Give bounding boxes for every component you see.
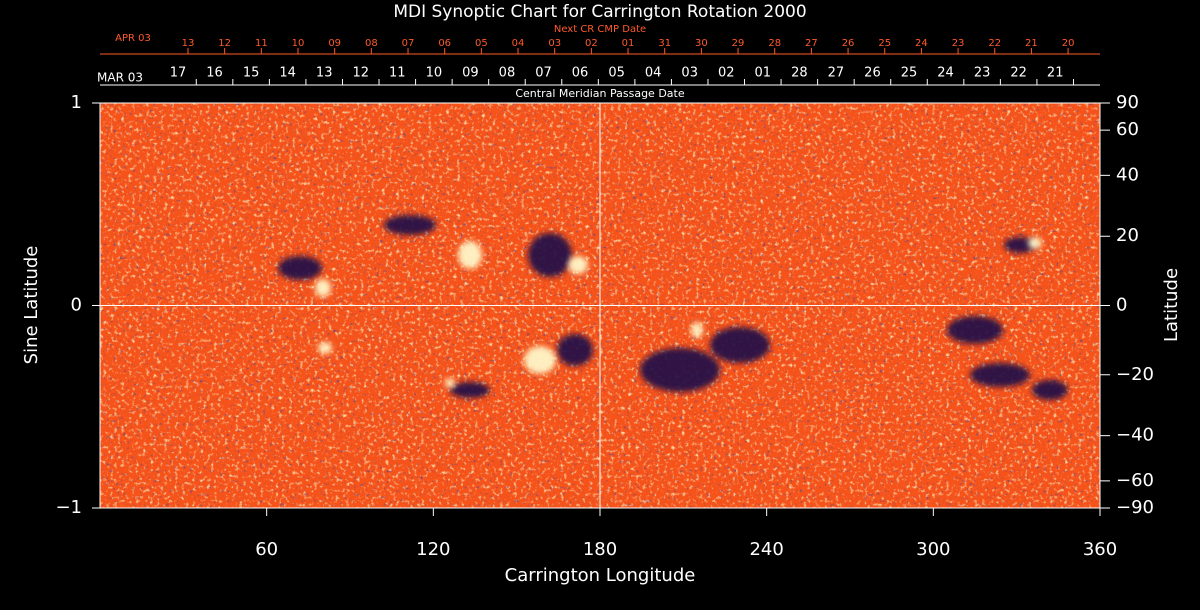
top-axis-label: Central Meridian Passage Date <box>515 87 684 100</box>
y2-tick-label: −90 <box>1116 497 1154 518</box>
top-axis2-tick-label: 04 <box>512 38 525 49</box>
top-axis2-tick-label: 29 <box>732 38 745 49</box>
top-axis2-tick-label: 11 <box>255 38 268 49</box>
top-axis-tick-label: 08 <box>499 66 516 81</box>
top-axis2-tick-label: 01 <box>622 38 635 49</box>
top-axis2-tick-label: 25 <box>878 38 891 49</box>
top-axis2-tick-label: 12 <box>218 38 231 49</box>
x-tick-label: 360 <box>1083 539 1117 560</box>
top-axis-tick-label: 03 <box>681 66 698 81</box>
y2-tick-label: −20 <box>1116 364 1154 385</box>
top-axis-tick-label: 05 <box>608 66 625 81</box>
chart-title: MDI Synoptic Chart for Carrington Rotati… <box>393 2 806 22</box>
top-axis-tick-label: 24 <box>937 66 954 81</box>
top-axis2-tick-label: 09 <box>328 38 341 49</box>
top-axis2-tick-label: 22 <box>988 38 1001 49</box>
y2-tick-label: 60 <box>1116 119 1139 140</box>
top-axis-tick-label: 10 <box>426 66 443 81</box>
x-tick-label: 60 <box>255 539 278 560</box>
top-axis-tick-label: 26 <box>864 66 881 81</box>
y2-tick-label: 90 <box>1116 92 1139 113</box>
top-axis2-tick-label: 28 <box>768 38 781 49</box>
top-axis-tick-label: 06 <box>572 66 589 81</box>
top-axis-tick-label: 07 <box>535 66 552 81</box>
y-tick-label: 1 <box>71 92 82 113</box>
top-axis-tick-label: 15 <box>243 66 260 81</box>
top-axis2-tick-label: 31 <box>658 38 671 49</box>
x-tick-label: 300 <box>916 539 950 560</box>
y-tick-label: 0 <box>71 295 82 316</box>
top-axis-tick-label: 14 <box>279 66 296 81</box>
top-axis-tick-label: 11 <box>389 66 406 81</box>
top-axis2-tick-label: 07 <box>402 38 415 49</box>
x-axis-label: Carrington Longitude <box>505 565 696 586</box>
top-axis2-tick-label: 10 <box>292 38 305 49</box>
top-axis2-label: Next CR CMP Date <box>554 24 646 35</box>
top-axis2-start: APR 03 <box>115 33 151 44</box>
top-axis-tick-label: 25 <box>901 66 918 81</box>
y2-tick-label: 20 <box>1116 225 1139 246</box>
top-axis-tick-label: 27 <box>828 66 845 81</box>
top-axis2-tick-label: 20 <box>1062 38 1075 49</box>
top-axis2-tick-label: 30 <box>695 38 708 49</box>
y2-tick-label: −60 <box>1116 470 1154 491</box>
y2-axis-label: Latitude <box>1161 268 1182 342</box>
top-axis-tick-label: 02 <box>718 66 735 81</box>
x-tick-label: 180 <box>583 539 617 560</box>
top-axis-tick-label: 22 <box>1010 66 1027 81</box>
top-axis-tick-label: 01 <box>755 66 772 81</box>
x-tick-label: 120 <box>416 539 450 560</box>
top-axis-tick-label: 21 <box>1047 66 1064 81</box>
top-axis2-tick-label: 08 <box>365 38 378 49</box>
top-axis-tick-label: 09 <box>462 66 479 81</box>
x-tick-label: 240 <box>749 539 783 560</box>
top-axis-tick-label: 17 <box>170 66 187 81</box>
top-axis-tick-label: 13 <box>316 66 333 81</box>
y2-tick-label: 40 <box>1116 164 1139 185</box>
top-axis-tick-label: 28 <box>791 66 808 81</box>
top-axis-tick-label: 12 <box>352 66 369 81</box>
top-axis2-tick-label: 24 <box>915 38 928 49</box>
top-axis-tick-label: 16 <box>206 66 223 81</box>
y-tick-label: −1 <box>55 497 82 518</box>
y-axis-label: Sine Latitude <box>21 246 42 365</box>
top-axis2-tick-label: 03 <box>548 38 561 49</box>
top-axis-start: MAR 03 <box>97 71 143 85</box>
top-axis2-tick-label: 21 <box>1025 38 1038 49</box>
top-axis2-tick-label: 05 <box>475 38 488 49</box>
y2-tick-label: −40 <box>1116 425 1154 446</box>
y2-tick-label: 0 <box>1116 295 1127 316</box>
top-axis-tick-label: 23 <box>974 66 991 81</box>
top-axis2-tick-label: 23 <box>952 38 965 49</box>
top-axis2-tick-label: 27 <box>805 38 818 49</box>
top-axis2-tick-label: 02 <box>585 38 598 49</box>
top-axis2-tick-label: 06 <box>438 38 451 49</box>
top-axis2-tick-label: 13 <box>182 38 195 49</box>
top-axis2-tick-label: 26 <box>842 38 855 49</box>
top-axis-tick-label: 04 <box>645 66 662 81</box>
